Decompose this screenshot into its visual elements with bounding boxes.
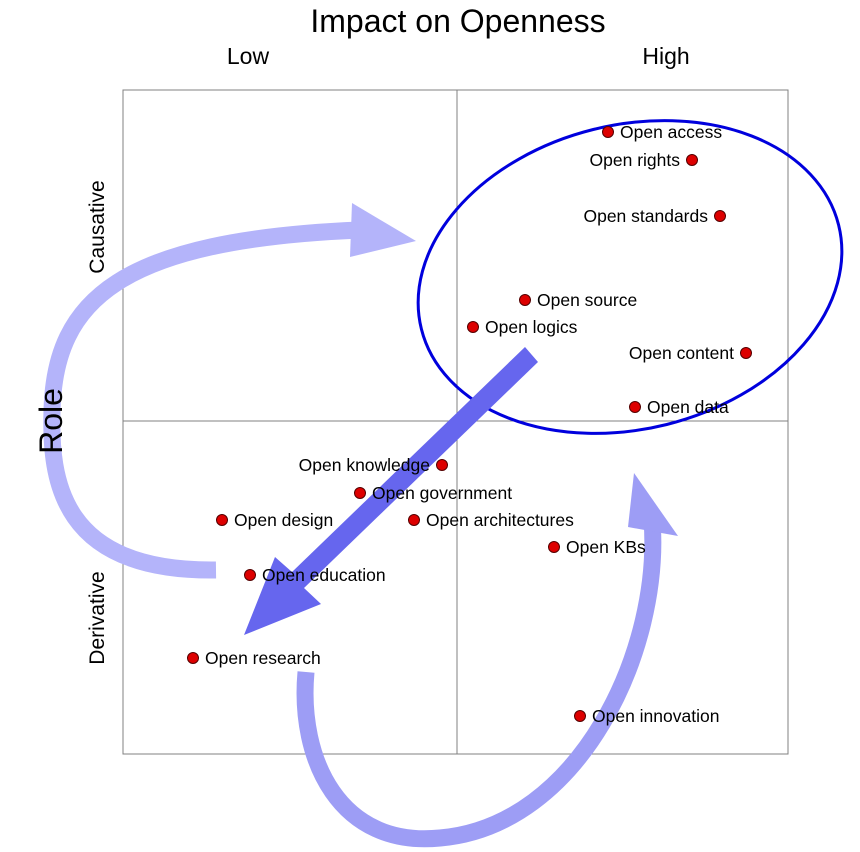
column-header-high: High — [642, 43, 689, 69]
diagram-title: Impact on Openness — [310, 3, 605, 39]
diagonal-arrow — [244, 347, 538, 635]
openness-items: Open access Open rights Open standards Open… — [187, 122, 752, 726]
open-research-label: Open research — [205, 648, 321, 668]
open-access-label: Open access — [620, 122, 722, 142]
open-data-dot — [629, 401, 641, 413]
open-innovation-dot — [574, 710, 586, 722]
open-content-label: Open content — [629, 343, 734, 363]
open-government-dot — [354, 487, 366, 499]
open-architectures-label: Open architectures — [426, 510, 574, 530]
open-research-dot — [187, 652, 199, 664]
open-kbs-label: Open KBs — [566, 537, 646, 557]
cycle-arrow-top-head — [350, 203, 416, 257]
cycle-arrow-bottom — [296, 519, 662, 848]
open-rights-dot — [686, 154, 698, 166]
open-knowledge-dot — [436, 459, 448, 471]
open-data-label: Open data — [647, 397, 729, 417]
open-rights-label: Open rights — [590, 150, 681, 170]
quadrant-frame — [122, 89, 789, 755]
open-architectures-dot — [408, 514, 420, 526]
open-standards-dot — [714, 210, 726, 222]
open-logics-dot — [467, 321, 479, 333]
row-header-derivative: Derivative — [86, 571, 109, 664]
open-logics-label: Open logics — [485, 317, 578, 337]
open-design-label: Open design — [234, 510, 333, 530]
open-source-label: Open source — [537, 290, 637, 310]
open-education-label: Open education — [262, 565, 386, 585]
open-core-ellipse — [416, 119, 844, 435]
open-education-dot — [244, 569, 256, 581]
open-government-label: Open government — [372, 483, 512, 503]
open-innovation-label: Open innovation — [592, 706, 719, 726]
open-kbs-dot — [548, 541, 560, 553]
row-header-causative: Causative — [86, 180, 109, 273]
cycle-arrow-bottom-head — [628, 473, 678, 536]
cycle-arrow-top — [43, 221, 361, 579]
open-content-dot — [740, 347, 752, 359]
role-axis-label: Role — [33, 388, 69, 454]
open-standards-label: Open standards — [583, 206, 708, 226]
open-knowledge-label: Open knowledge — [299, 455, 430, 475]
column-header-low: Low — [227, 43, 270, 69]
open-source-dot — [519, 294, 531, 306]
open-design-dot — [216, 514, 228, 526]
open-access-dot — [602, 126, 614, 138]
